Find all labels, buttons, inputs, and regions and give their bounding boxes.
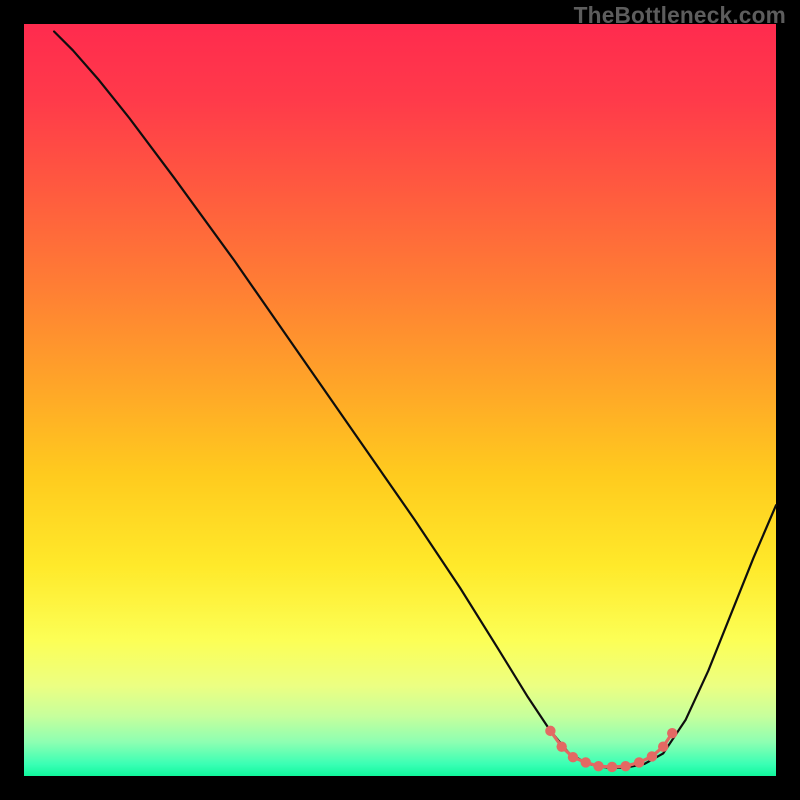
marker-dot [647,751,657,761]
marker-dot [620,761,630,771]
plot-background [24,24,776,776]
marker-dot [593,761,603,771]
marker-dot [607,762,617,772]
marker-dot [556,741,566,751]
watermark-text: TheBottleneck.com [574,2,786,29]
marker-dot [658,741,668,751]
chart-stage [0,0,800,800]
marker-dot [568,752,578,762]
marker-dot [545,726,555,736]
marker-dot [634,757,644,767]
marker-dot [581,757,591,767]
marker-dot [667,728,677,738]
